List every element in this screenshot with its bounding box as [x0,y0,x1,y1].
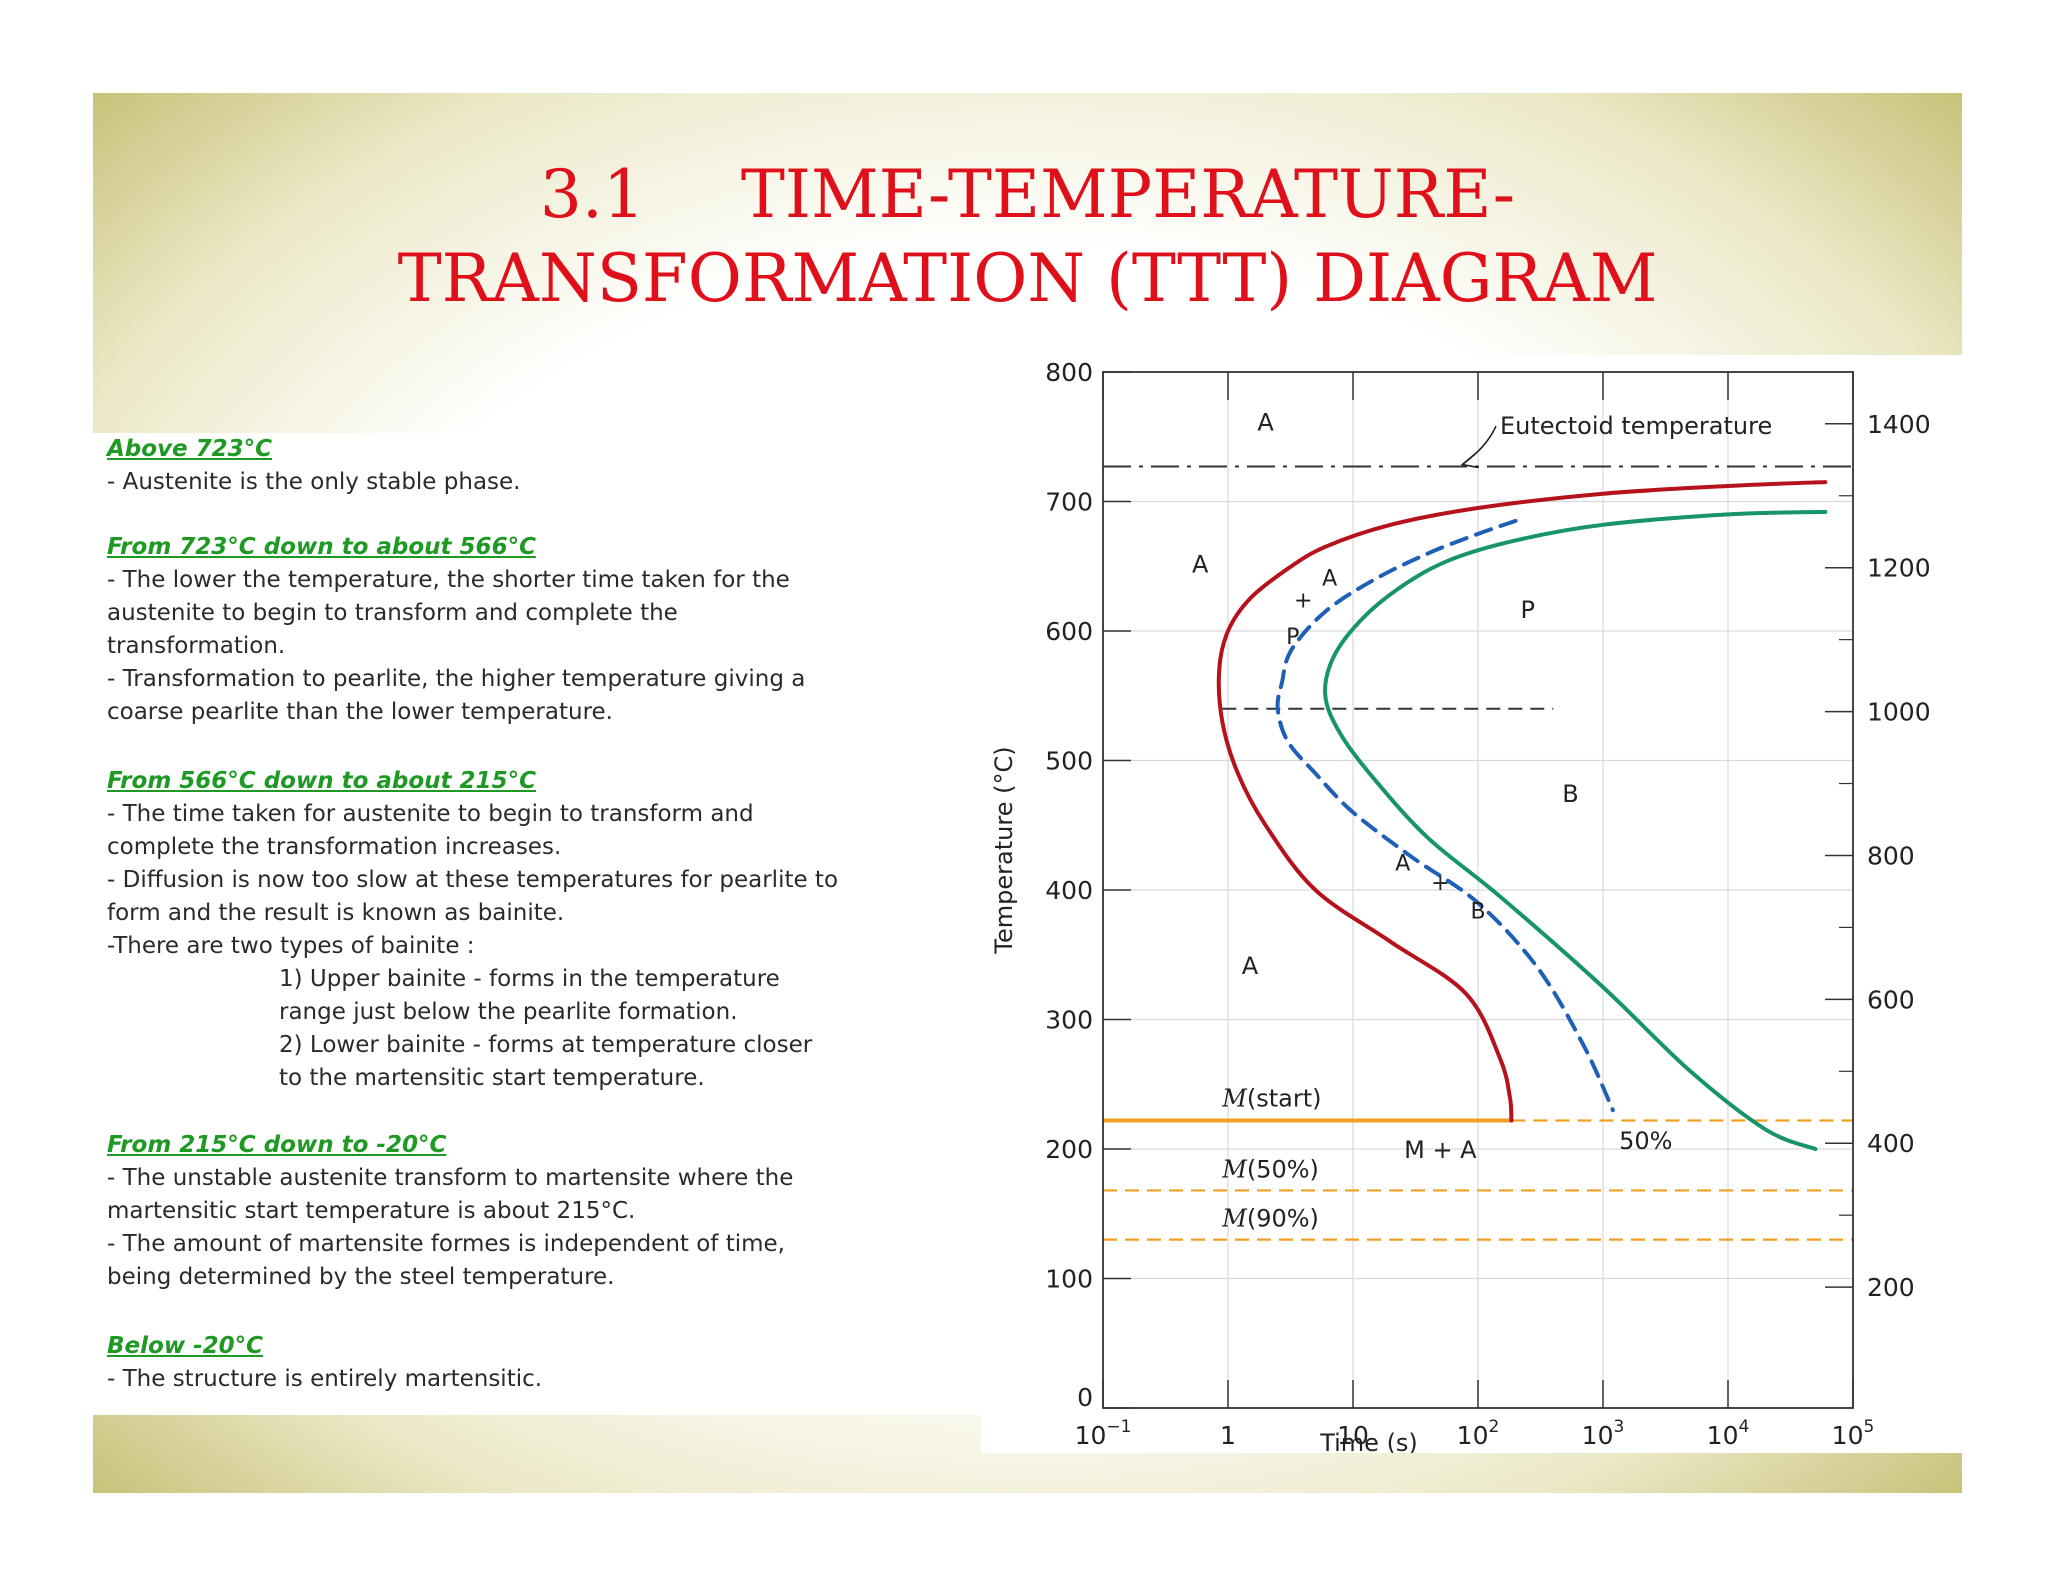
y2-tick-label: 200 [1867,1273,1915,1302]
section-215-to-minus20: From 215°C down to -20°C - The unstable … [107,1129,977,1294]
region-label: 50% [1619,1127,1672,1155]
y-axis-label: Temperature (°C) [990,746,1018,954]
section-line: complete the transformation increases. [107,834,562,860]
section-line: - The structure is entirely martensitic. [107,1366,543,1392]
section-line: - The unstable austenite transform to ma… [107,1165,794,1191]
y2-tick-label: 1200 [1867,554,1931,583]
y2-tick-label: 800 [1867,841,1915,870]
y-tick-label: 300 [1045,1006,1093,1035]
section-heading: Below -20°C [107,1333,264,1359]
ttt-chart: A A P B A M + A 50% A + P A + B Eutectoid temperature… [981,355,1962,1457]
region-label: A [1257,408,1274,436]
section-line: martensitic start temperature is about 2… [107,1198,636,1224]
x-tick-label: 105 [1832,1417,1875,1450]
transformation-curves [1216,480,1828,1151]
y-tick-label: 400 [1045,876,1093,905]
m-start-label: M(start) [1221,1084,1321,1112]
section-723-to-566: From 723°C down to about 566°C - The low… [107,531,977,729]
curve-annotation: B [1470,899,1485,924]
section-line: - The time taken for austenite to begin … [107,801,754,827]
y-tick-label: 800 [1045,358,1093,387]
y-tick-label: 100 [1045,1265,1093,1294]
x-tick-label: 102 [1457,1417,1500,1450]
y-tick-label: 500 [1045,747,1093,776]
region-label: A [1192,551,1209,579]
y-tick-label: 700 [1045,488,1093,517]
section-indented-line: range just below the pearlite formation. [279,999,738,1025]
section-above-723: Above 723°C - Austenite is the only stab… [107,433,977,499]
curve-annotation: A [1322,567,1337,592]
region-label: M + A [1404,1136,1477,1164]
m50-label: M(50%) [1221,1155,1319,1183]
title-line1: TIME-TEMPERATURE- [740,156,1516,233]
curve-annotation: P [1286,625,1299,650]
curve-annotation: A [1395,852,1410,877]
section-indented-line: to the martensitic start temperature. [279,1065,705,1091]
region-labels: A A P B A M + A 50% A + P A + B Eutectoid temperature… [1192,408,1772,1232]
section-line: - Transformation to pearlite, the higher… [107,666,806,692]
x-tick-label: 10−1 [1075,1417,1132,1450]
section-line: - Austenite is the only stable phase. [107,469,521,495]
y-tick-label: 200 [1045,1135,1093,1164]
curve-finish [1323,509,1828,1151]
section-line: -There are two types of bainite : [107,933,475,959]
section-line: austenite to begin to transform and comp… [107,600,678,626]
region-label: P [1521,596,1535,624]
axes: 10−1 1 10 102 103 104 105 0 100 200 300 400 500 600 70… [1045,358,1930,1450]
y2-tick-label: 400 [1867,1129,1915,1158]
text-panel: Above 723°C - Austenite is the only stab… [93,433,981,1415]
section-line: transformation. [107,633,286,659]
x-tick-label: 103 [1582,1417,1625,1450]
curve-annotation: + [1294,589,1312,614]
section-below-minus20: Below -20°C - The structure is entirely … [107,1330,977,1396]
y2-tick-label: 1000 [1867,698,1931,727]
eutectoid-label: Eutectoid temperature [1500,412,1772,440]
curve-start [1216,480,1828,1123]
section-heading: From 723°C down to about 566°C [107,534,536,560]
y2-tick-label: 1400 [1867,410,1931,439]
region-label: B [1562,780,1578,808]
title-line2: TRANSFORMATION (TTT) DIAGRAM [397,240,1658,317]
section-line: being determined by the steel temperatur… [107,1264,615,1290]
region-label: A [1242,952,1259,980]
section-heading: From 215°C down to -20°C [107,1132,447,1158]
reference-lines [1103,465,1853,1241]
plot-frame [1102,371,1854,1409]
m90-label: M(90%) [1221,1205,1319,1233]
section-566-to-215: From 566°C down to about 215°C - The tim… [107,765,977,1095]
eutectoid-arrowhead [1460,453,1479,469]
section-heading: Above 723°C [107,436,273,462]
x-tick-label: 1 [1220,1421,1236,1450]
section-line: form and the result is known as bainite. [107,900,565,926]
section-line: - The lower the temperature, the shorter… [107,567,790,593]
y-tick-label: 0 [1077,1383,1093,1412]
x-tick-label: 104 [1707,1417,1750,1450]
section-line: - The amount of martensite formes is ind… [107,1231,785,1257]
slide: 3.1 TIME-TEMPERATURE- TRANSFORMATION (TTT… [93,93,1962,1493]
curve-50pct [1275,518,1615,1113]
y-tick-label: 600 [1045,617,1093,646]
section-line: - Diffusion is now too slow at these tem… [107,867,839,893]
x-axis-label: Time (s) [1319,1429,1418,1453]
y2-tick-label: 600 [1867,985,1915,1014]
title-number: 3.1 [539,156,645,233]
slide-title: 3.1 TIME-TEMPERATURE- TRANSFORMATION (TTT… [93,153,1962,321]
section-indented-line: 2) Lower bainite - forms at temperature … [279,1032,813,1058]
section-heading: From 566°C down to about 215°C [107,768,536,794]
chart-panel: A A P B A M + A 50% A + P A + B Eutectoid temperature… [981,355,1962,1457]
curve-annotation: + [1431,871,1449,896]
section-indented-line: 1) Upper bainite - forms in the temperat… [279,966,780,992]
x-tick-label: 10 [1337,1421,1369,1450]
section-line: coarse pearlite than the lower temperatu… [107,699,613,725]
